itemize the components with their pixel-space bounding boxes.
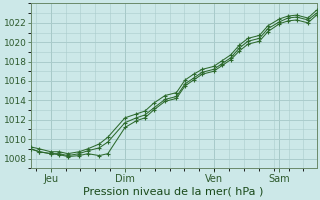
- X-axis label: Pression niveau de la mer( hPa ): Pression niveau de la mer( hPa ): [84, 187, 264, 197]
